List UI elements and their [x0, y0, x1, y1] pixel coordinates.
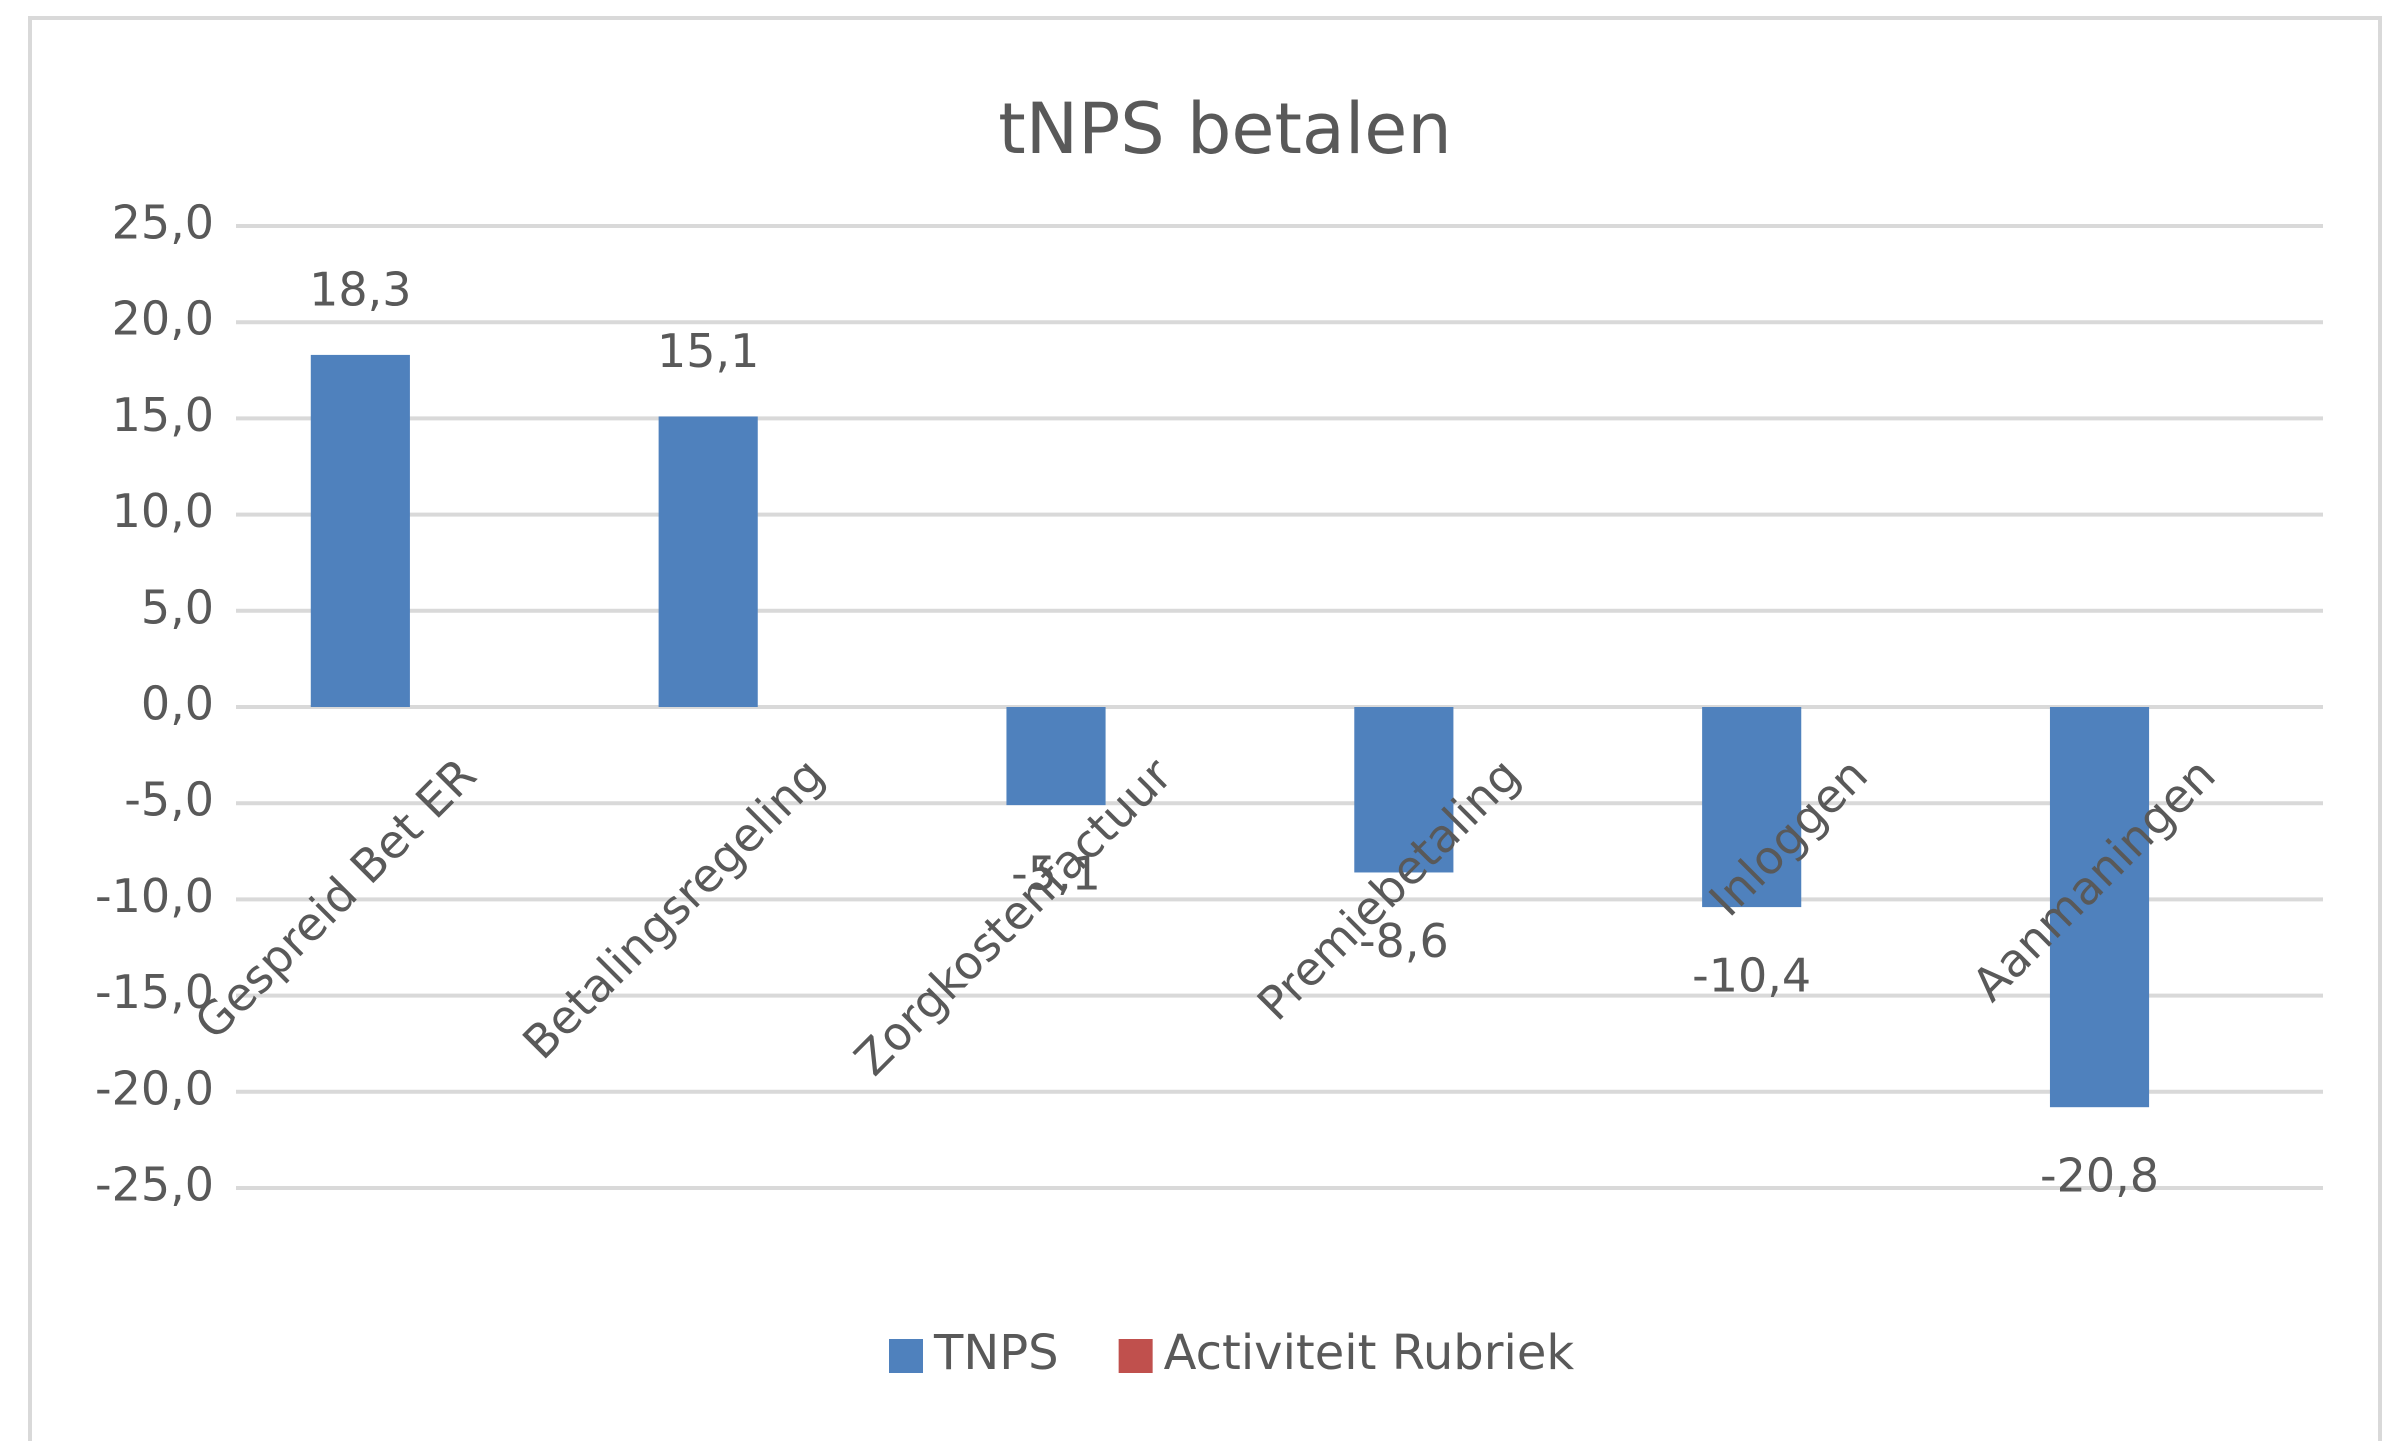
- y-tick-label: -25,0: [95, 1158, 214, 1212]
- legend-swatch: [889, 1339, 923, 1373]
- legend-label: Activiteit Rubriek: [1164, 1325, 1575, 1381]
- legend-label: TNPS: [933, 1325, 1059, 1381]
- data-label: -10,4: [1692, 949, 1811, 1003]
- y-tick-label: 20,0: [112, 292, 214, 346]
- bar: [1702, 707, 1802, 908]
- bar: [2049, 707, 2150, 1108]
- data-label: -8,6: [1359, 914, 1449, 968]
- y-tick-label: -15,0: [95, 965, 214, 1019]
- legend-swatch: [1118, 1339, 1153, 1373]
- y-tick-label: 25,0: [112, 196, 214, 250]
- bar: [1006, 707, 1106, 806]
- y-tick-label: 0,0: [141, 677, 214, 731]
- data-label: -5,1: [1011, 847, 1101, 901]
- data-label: 15,1: [657, 324, 759, 378]
- y-tick-label: -10,0: [95, 869, 214, 923]
- data-label: -20,8: [2040, 1149, 2159, 1203]
- y-tick-label: -20,0: [95, 1061, 214, 1115]
- y-tick-label: -5,0: [124, 773, 214, 827]
- y-tick-label: 10,0: [112, 484, 214, 538]
- bar: [658, 416, 758, 707]
- y-tick-label: 15,0: [112, 388, 214, 442]
- data-label: 18,3: [309, 262, 411, 316]
- bar: [1354, 707, 1454, 873]
- bar: [310, 354, 410, 707]
- chart-title: tNPS betalen: [998, 88, 1451, 170]
- y-tick-label: 5,0: [141, 580, 214, 634]
- chart-frame: [28, 16, 2382, 1441]
